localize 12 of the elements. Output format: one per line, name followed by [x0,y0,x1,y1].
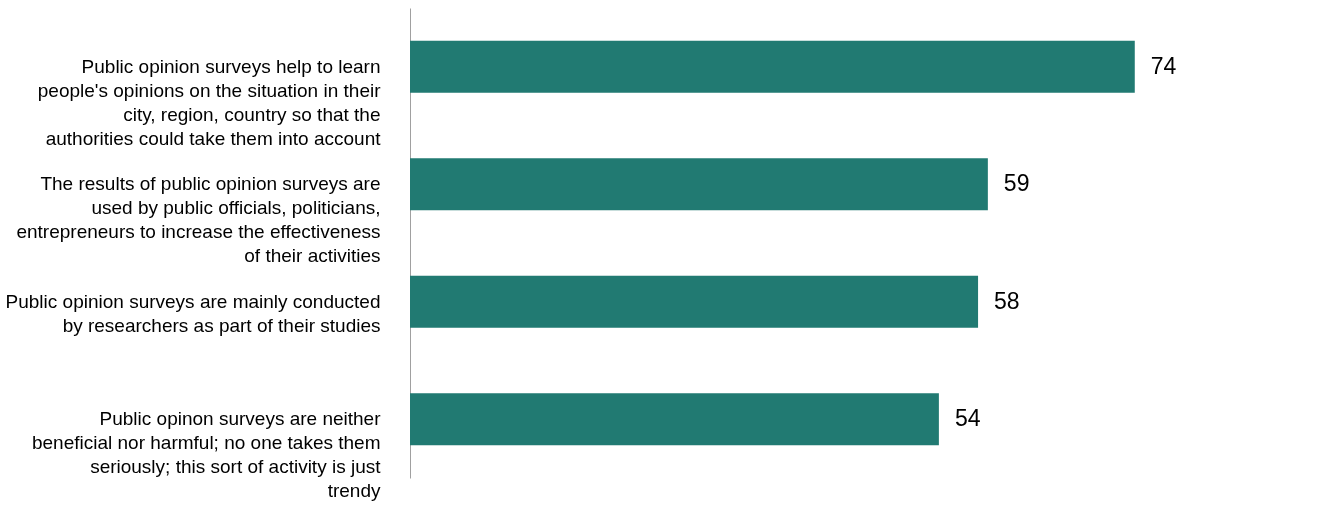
y-tick-label: Public opinion surveys are mainly conducted by researchers as part of their studies [5,290,381,336]
y-tick-label: Public opinon surveys are neither beneficial nor harmful; no one takes them seriously; this sort of activity is just trendy [31,408,382,502]
data-label: 74 [1150,52,1177,79]
data-label: 58 [994,287,1020,314]
bar [410,40,1135,93]
data-label: 59 [1003,170,1030,197]
y-tick-label: The results of public opinion surveys are used by public officials, politicians, entrepreneurs to increase the effectiveness of their activities [16,173,381,267]
bar [410,158,988,211]
data-label: 54 [954,405,981,432]
bar [410,393,939,446]
bar [410,275,979,328]
y-tick-label: Public opinion surveys help to learn people's opinions on the situation in their city, region, country so that the authorities could take them into account [37,55,382,149]
